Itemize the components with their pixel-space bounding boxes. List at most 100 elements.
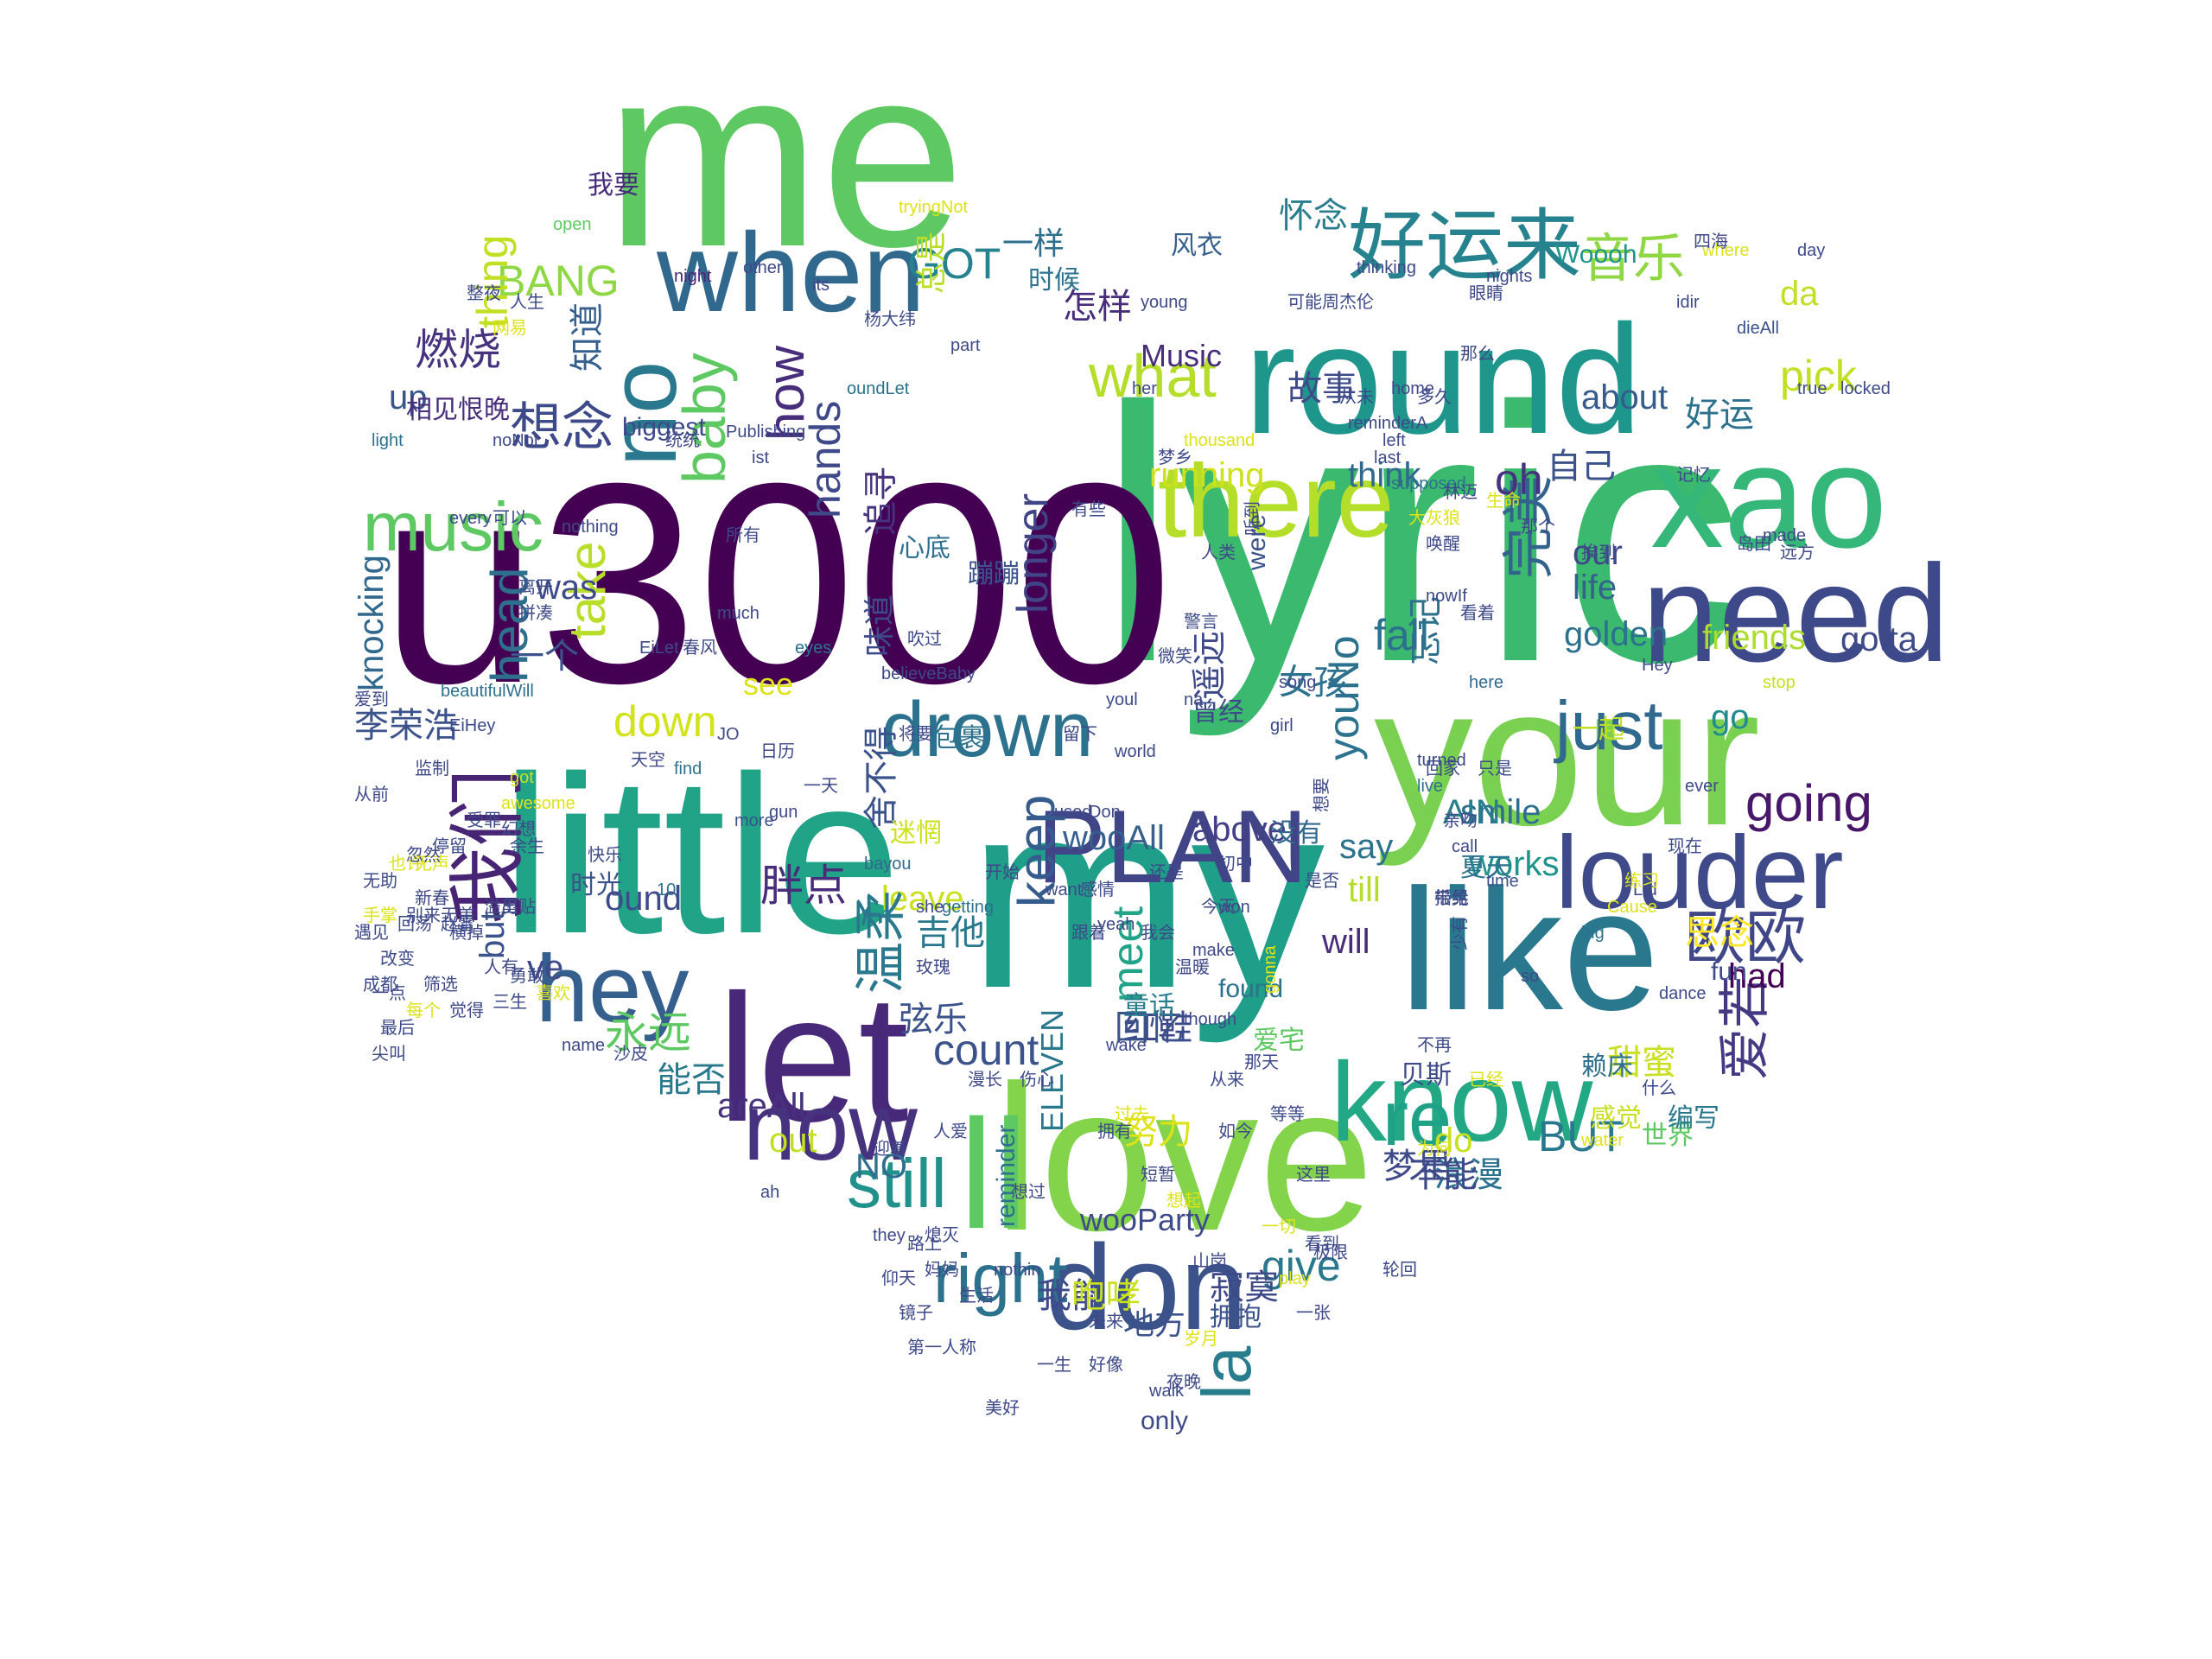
- cloud-word: 尖叫: [372, 1045, 406, 1064]
- cloud-word: 熄灭: [925, 1226, 959, 1245]
- cloud-word: call: [1452, 837, 1478, 856]
- cloud-word: used: [1054, 803, 1092, 822]
- cloud-word: 现在: [1668, 837, 1702, 856]
- cloud-word: 岁月: [1184, 1330, 1218, 1349]
- cloud-word: 整夜: [467, 284, 501, 303]
- cloud-word: 不能: [1408, 1156, 1478, 1194]
- cloud-word: gotta: [1840, 620, 1917, 658]
- cloud-word: now: [743, 1074, 918, 1180]
- cloud-word: here: [1469, 673, 1504, 692]
- cloud-word: true: [1797, 379, 1827, 398]
- cloud-word: need: [1642, 536, 1949, 690]
- cloud-word: music: [363, 488, 543, 565]
- cloud-word: beautifulWill: [441, 682, 534, 701]
- cloud-word: supposed: [1391, 474, 1466, 493]
- cloud-word: ve: [527, 949, 564, 987]
- cloud-word: 时光: [570, 871, 622, 899]
- cloud-word: youl: [1106, 690, 1138, 709]
- cloud-word: 迎着: [873, 1140, 907, 1159]
- cloud-word: won: [1218, 898, 1250, 917]
- cloud-word: 停留: [432, 837, 467, 856]
- cloud-word: 警言: [1184, 613, 1218, 632]
- cloud-word: 人爱: [933, 1122, 968, 1141]
- cloud-word: 遥远: [1191, 631, 1229, 700]
- cloud-word: 追寻: [862, 467, 900, 536]
- cloud-word: believeBaby: [881, 664, 976, 683]
- cloud-word: 别来无恙: [406, 906, 475, 925]
- cloud-word: Woooh: [1555, 240, 1637, 269]
- cloud-word: 回荡: [397, 915, 432, 934]
- cloud-word: 能否: [657, 1061, 726, 1099]
- cloud-word: part: [950, 336, 981, 355]
- cloud-word: 遇见: [354, 924, 389, 943]
- cloud-word: 曾经: [1192, 698, 1244, 727]
- cloud-word: they: [873, 1226, 906, 1245]
- cloud-word: fun: [1711, 957, 1747, 986]
- cloud-word: gonna: [1261, 945, 1280, 994]
- cloud-word: 回家: [1426, 760, 1460, 779]
- cloud-word: lyric: [1097, 333, 1743, 738]
- cloud-word: 溢出: [484, 898, 518, 917]
- cloud-word: every: [449, 509, 492, 528]
- cloud-word: reminder: [992, 1124, 1020, 1227]
- cloud-word: 看着: [1460, 604, 1495, 623]
- cloud-word: count: [933, 1026, 1039, 1074]
- cloud-word: 吹过: [907, 630, 942, 649]
- cloud-word: day: [1797, 241, 1826, 260]
- cloud-word: 10: [657, 880, 677, 899]
- cloud-word: what: [1089, 342, 1217, 410]
- cloud-word: na: [1184, 690, 1204, 709]
- cloud-word: name: [562, 1036, 606, 1055]
- cloud-word: till: [1348, 871, 1381, 909]
- cloud-word: 练习: [1624, 872, 1659, 891]
- cloud-word: 生命: [1486, 492, 1521, 511]
- cloud-word: 开始: [985, 863, 1020, 882]
- cloud-word: 一样: [1002, 226, 1065, 261]
- cloud-word: 编写: [1668, 1104, 1719, 1133]
- cloud-word: open: [553, 215, 592, 234]
- cloud-word: 眼睛: [1469, 284, 1503, 303]
- cloud-word: 好运来: [1348, 203, 1581, 289]
- cloud-word: 初中: [1218, 855, 1253, 874]
- cloud-word: other: [743, 258, 783, 277]
- cloud-word: PLAN: [1037, 789, 1308, 905]
- cloud-word: its: [812, 276, 830, 295]
- cloud-word: 想起: [1166, 1192, 1201, 1211]
- cloud-word: dance: [1659, 984, 1707, 1003]
- cloud-word: 未来: [1089, 1313, 1123, 1332]
- cloud-word: wake: [1106, 1036, 1147, 1055]
- cloud-word: world: [1115, 742, 1156, 761]
- cloud-word: 看到: [1305, 1235, 1339, 1254]
- cloud-word: biggest: [622, 413, 706, 442]
- cloud-word: thousand: [1184, 431, 1255, 450]
- cloud-word: 风衣: [1171, 232, 1223, 260]
- cloud-word: Don: [1089, 803, 1121, 822]
- cloud-word: 天空: [631, 751, 665, 770]
- cloud-word: 成都: [363, 976, 397, 995]
- cloud-word: tryingNot: [899, 198, 969, 217]
- cloud-word: round: [1244, 293, 1643, 467]
- cloud-word: smile: [1460, 793, 1541, 831]
- cloud-word: 舍不得: [862, 726, 900, 830]
- cloud-word: 三生: [493, 993, 527, 1012]
- cloud-word: 总是: [913, 231, 949, 294]
- cloud-word: 那么: [1460, 345, 1495, 364]
- cloud-word: 仰天: [881, 1269, 916, 1288]
- cloud-word: 没有: [1270, 819, 1322, 848]
- cloud-word: 挨到: [1581, 543, 1616, 563]
- cloud-word: make: [1192, 941, 1235, 960]
- cloud-word: 忽然: [406, 846, 441, 865]
- cloud-word: young: [1141, 293, 1188, 312]
- cloud-word: say: [1339, 828, 1394, 866]
- cloud-word: 感觉: [1590, 1104, 1642, 1133]
- cloud-word: about: [1581, 378, 1669, 416]
- cloud-word: 每个: [406, 1001, 441, 1020]
- cloud-word: stop: [1763, 673, 1796, 692]
- cloud-word: was: [536, 569, 598, 607]
- cloud-word: eyes: [795, 639, 832, 658]
- cloud-word: 带给: [1434, 889, 1469, 908]
- cloud-word: think: [1348, 456, 1421, 494]
- cloud-word: 听到: [1243, 501, 1262, 536]
- cloud-word: up: [389, 378, 428, 416]
- cloud-word: 贝斯: [1400, 1061, 1452, 1090]
